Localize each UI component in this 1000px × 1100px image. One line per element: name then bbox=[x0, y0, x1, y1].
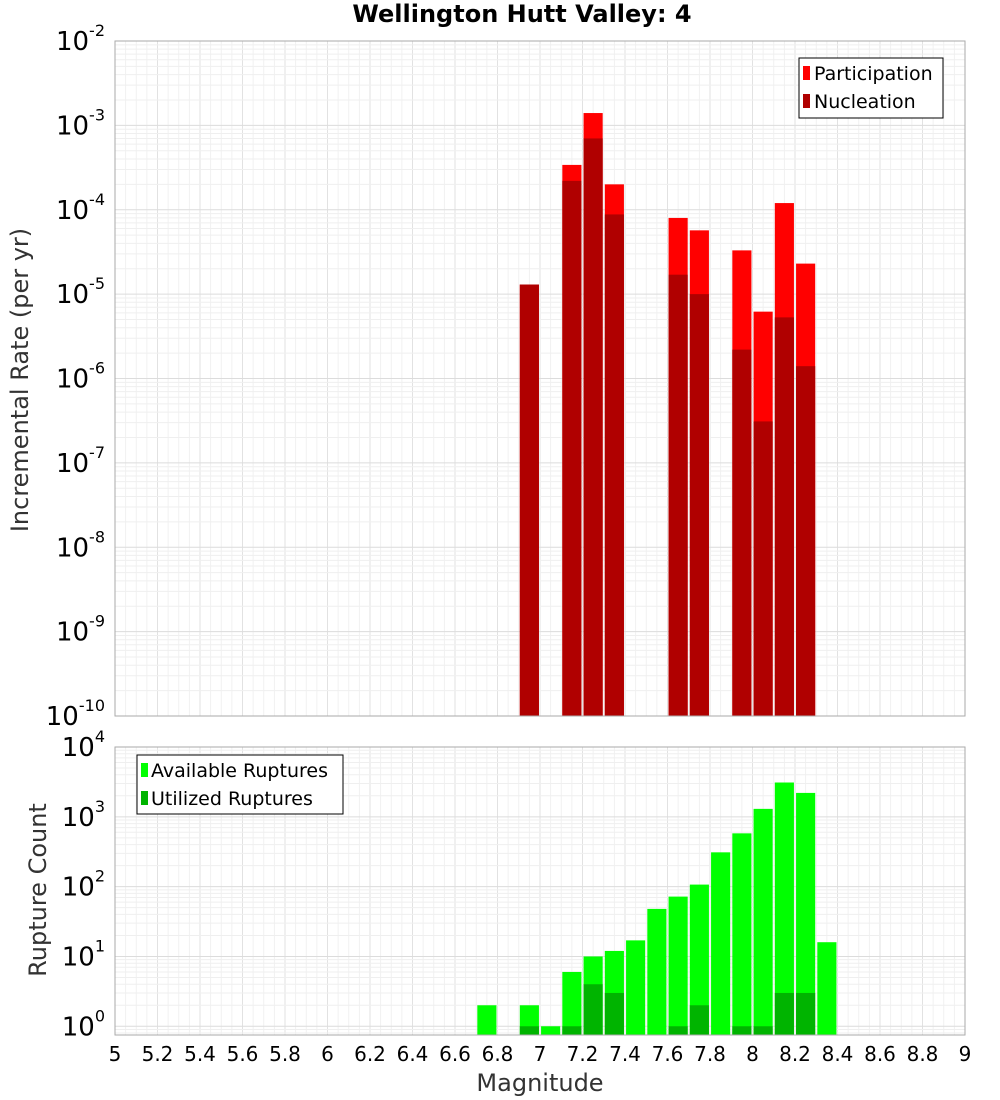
count-a-bar bbox=[541, 1026, 561, 1035]
top-y-tick-label: 10-9 bbox=[56, 612, 105, 648]
x-tick-label: 8 bbox=[746, 1042, 759, 1066]
rate-b-bar bbox=[689, 294, 709, 716]
legend-available-label: Available Ruptures bbox=[151, 760, 328, 782]
x-tick-label: 7.6 bbox=[652, 1042, 684, 1066]
bottom-y-tick-label: 104 bbox=[62, 727, 105, 763]
x-tick-label: 7.8 bbox=[694, 1042, 726, 1066]
top-y-tick-labels: 10-10 10-9 10-8 10-7 10-6 10-5 10-4 10-3 10-2 bbox=[46, 21, 105, 732]
top-y-tick-label: 10-6 bbox=[56, 359, 105, 395]
rate-b-bar bbox=[583, 138, 603, 717]
count-b-bar bbox=[753, 1026, 773, 1035]
x-tick-label: 9 bbox=[959, 1042, 972, 1066]
x-tick-label: 5.8 bbox=[269, 1042, 301, 1066]
legend-participation-label: Participation bbox=[814, 63, 933, 85]
count-b-bar bbox=[689, 1005, 709, 1035]
count-a-bar bbox=[817, 942, 837, 1035]
bottom-y-tick-label: 101 bbox=[62, 936, 105, 972]
count-b-bar bbox=[668, 1026, 688, 1035]
chart-title: Wellington Hutt Valley: 4 bbox=[352, 0, 691, 28]
legend-utilized-swatch bbox=[141, 791, 148, 805]
bottom-legend: Available Ruptures Utilized Ruptures bbox=[136, 754, 344, 815]
x-tick-label: 7.2 bbox=[567, 1042, 599, 1066]
top-legend: Participation Nucleation bbox=[798, 57, 944, 119]
count-a-bar bbox=[774, 782, 794, 1035]
count-b-bar bbox=[519, 1026, 539, 1035]
x-tick-label: 5 bbox=[109, 1042, 122, 1066]
legend-participation-swatch bbox=[803, 66, 810, 80]
top-y-tick-label: 10-2 bbox=[56, 21, 105, 57]
count-a-bar bbox=[796, 792, 816, 1035]
top-plot-grid bbox=[114, 40, 966, 717]
x-tick-label: 5.6 bbox=[227, 1042, 259, 1066]
top-y-tick-label: 10-8 bbox=[56, 527, 105, 563]
top-plot-bars bbox=[519, 113, 816, 717]
bottom-y-tick-label: 102 bbox=[62, 867, 105, 903]
x-tick-label: 8.2 bbox=[779, 1042, 811, 1066]
bottom-y-tick-label: 100 bbox=[62, 1006, 105, 1042]
count-b-bar bbox=[732, 1026, 752, 1035]
x-tick-label: 5.2 bbox=[142, 1042, 174, 1066]
x-tick-label: 6.6 bbox=[439, 1042, 471, 1066]
top-y-tick-label: 10-7 bbox=[56, 443, 105, 479]
x-tick-label: 8.8 bbox=[907, 1042, 939, 1066]
bottom-y-axis-label: Rupture Count bbox=[24, 803, 52, 977]
rate-b-bar bbox=[562, 180, 582, 716]
top-y-tick-label: 10-4 bbox=[56, 190, 105, 226]
count-a-bar bbox=[711, 852, 731, 1035]
bottom-y-tick-label: 103 bbox=[62, 797, 105, 833]
count-a-bar bbox=[626, 940, 646, 1035]
top-y-tick-label: 10-3 bbox=[56, 105, 105, 141]
top-y-tick-label: 10-10 bbox=[46, 696, 105, 732]
rate-b-bar bbox=[774, 317, 794, 716]
x-tick-label: 8.4 bbox=[822, 1042, 854, 1066]
x-axis-label: Magnitude bbox=[476, 1069, 603, 1097]
bottom-plot-bars bbox=[477, 782, 837, 1035]
top-y-axis-label: Incremental Rate (per yr) bbox=[6, 228, 34, 532]
legend-nucleation-label: Nucleation bbox=[814, 91, 916, 113]
count-b-bar bbox=[562, 1026, 582, 1035]
count-a-bar bbox=[477, 1005, 497, 1035]
rate-b-bar bbox=[668, 274, 688, 716]
x-tick-label: 6 bbox=[321, 1042, 334, 1066]
count-a-bar bbox=[647, 908, 667, 1035]
bottom-plot-frame bbox=[114, 746, 966, 1036]
top-plot-frame bbox=[114, 40, 966, 717]
count-b-bar bbox=[604, 992, 624, 1035]
count-a-bar bbox=[562, 971, 582, 1035]
count-a-bar bbox=[668, 896, 688, 1035]
x-tick-label: 8.6 bbox=[864, 1042, 896, 1066]
legend-nucleation-swatch bbox=[803, 94, 810, 108]
rate-b-bar bbox=[753, 421, 773, 716]
count-a-bar bbox=[689, 884, 709, 1035]
x-tick-label: 6.8 bbox=[482, 1042, 514, 1066]
rate-b-bar bbox=[796, 366, 816, 716]
count-b-bar bbox=[796, 992, 816, 1035]
legend-utilized-label: Utilized Ruptures bbox=[151, 788, 313, 810]
count-a-bar bbox=[753, 808, 773, 1035]
x-tick-label: 6.4 bbox=[397, 1042, 429, 1066]
count-b-bar bbox=[774, 992, 794, 1035]
x-tick-label: 7 bbox=[534, 1042, 547, 1066]
rate-b-bar bbox=[519, 284, 539, 716]
bottom-y-tick-labels: 100 101 102 103 104 bbox=[62, 727, 105, 1042]
x-tick-label: 5.4 bbox=[184, 1042, 216, 1066]
top-y-tick-label: 10-5 bbox=[56, 274, 105, 310]
legend-available-swatch bbox=[141, 763, 148, 777]
rate-b-bar bbox=[732, 349, 752, 716]
count-a-bar bbox=[732, 833, 752, 1035]
rate-b-bar bbox=[604, 214, 624, 717]
x-tick-label: 6.2 bbox=[354, 1042, 386, 1066]
x-tick-label: 7.4 bbox=[609, 1042, 641, 1066]
count-b-bar bbox=[583, 984, 603, 1035]
x-tick-labels: 5 5.2 5.4 5.6 5.8 6 6.2 6.4 6.6 6.8 7 7.2 7.4 7.6 7.8 8… bbox=[109, 1042, 972, 1066]
